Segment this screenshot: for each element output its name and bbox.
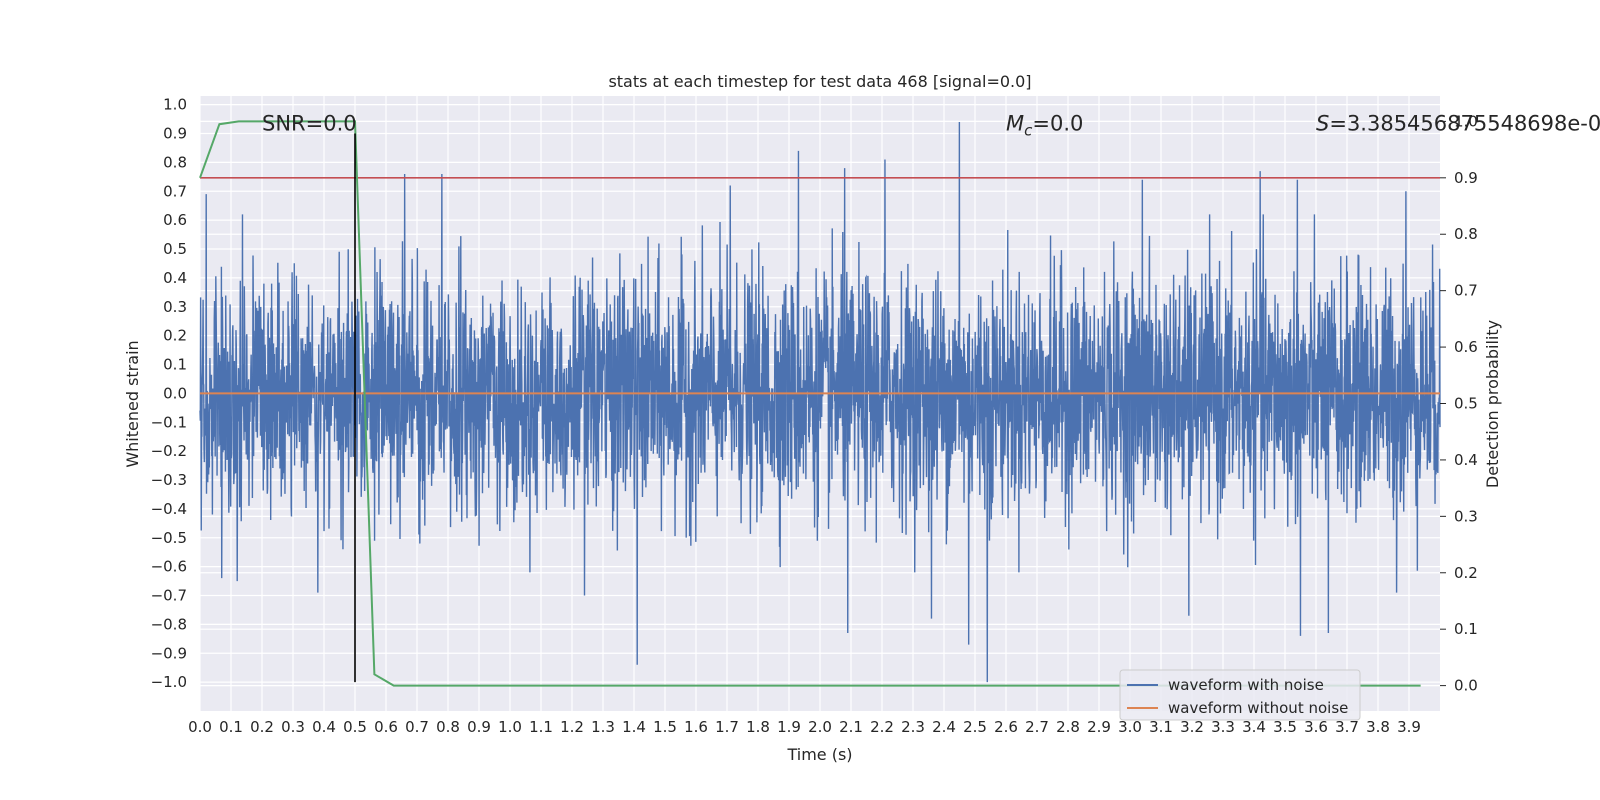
tick-labels: 0.0 0.1 0.2 0.3 0.4 0.5 0.6 0.7 0.8 0.9 1.0 1.1 1.2 1… — [151, 96, 1478, 736]
x-tick-label: 3.5 — [1273, 718, 1297, 736]
y2-tick-label: 0.6 — [1454, 338, 1478, 356]
x-tick-label: 1.4 — [622, 718, 646, 736]
y-axis-label: Whitened strain — [123, 340, 142, 467]
y-tick-label: −0.3 — [151, 471, 187, 489]
x-tick-label: 3.2 — [1180, 718, 1204, 736]
x-tick-label: 0.9 — [467, 718, 491, 736]
y-tick-label: 0.7 — [163, 182, 187, 200]
y-tick-label: −0.8 — [151, 615, 187, 633]
x-tick-label: 1.3 — [591, 718, 615, 736]
x-tick-label: 0.4 — [312, 718, 336, 736]
legend-label: waveform with noise — [1168, 676, 1324, 694]
x-tick-label: 0.3 — [281, 718, 305, 736]
series-detection-probability — [199, 120, 1421, 687]
legend: waveform with noise waveform without nois… — [1119, 669, 1361, 721]
x-axis-label: Time (s) — [786, 745, 852, 764]
y-tick-label: 0.9 — [163, 125, 187, 143]
x-tick-label: 1.7 — [715, 718, 739, 736]
y2-tick-label: 0.1 — [1454, 620, 1478, 638]
x-tick-label: 2.4 — [932, 718, 956, 736]
x-tick-label: 0.7 — [405, 718, 429, 736]
x-tick-label: 2.5 — [963, 718, 987, 736]
y2-tick-label: 0.5 — [1454, 395, 1478, 413]
x-tick-label: 3.4 — [1242, 718, 1266, 736]
x-tick-label: 0.0 — [188, 718, 212, 736]
x-tick-label: 2.1 — [839, 718, 863, 736]
x-tick-label: 3.3 — [1211, 718, 1235, 736]
y-tick-label: 0.4 — [163, 269, 187, 287]
y2-tick-label: 0.0 — [1454, 677, 1478, 695]
y2-tick-label: 1.0 — [1454, 112, 1478, 130]
x-tick-label: 3.0 — [1118, 718, 1142, 736]
x-tick-label: 0.6 — [374, 718, 398, 736]
data-layer — [199, 120, 1441, 687]
legend-box — [1119, 669, 1361, 721]
y2-tick-label: 0.3 — [1454, 507, 1478, 525]
y-tick-label: −0.6 — [151, 558, 187, 576]
y-tick-label: 0.1 — [163, 356, 187, 374]
y-tick-label: −0.4 — [151, 500, 187, 518]
y-tick-label: 1.0 — [163, 96, 187, 114]
annotation-s-value: S=3.385456875548698e-0 — [1316, 112, 1600, 136]
x-tick-label: 2.2 — [870, 718, 894, 736]
annotation-chirp-mass: Mc=0.0 — [1006, 112, 1083, 140]
y2-tick-label: 0.4 — [1454, 451, 1478, 469]
legend-label: waveform without noise — [1168, 699, 1348, 717]
x-tick-label: 2.0 — [808, 718, 832, 736]
y-tick-label: 0.2 — [163, 327, 187, 345]
y-tick-label: −0.5 — [151, 529, 187, 547]
y-tick-label: −0.1 — [151, 413, 187, 431]
x-tick-label: 0.1 — [219, 718, 243, 736]
y-tick-label: 0.0 — [163, 384, 187, 402]
x-tick-label: 0.2 — [250, 718, 274, 736]
y-tick-label: 0.3 — [163, 298, 187, 316]
annotations: SNR=0.0 Mc=0.0 S=3.385456875548698e-0 — [262, 112, 1600, 140]
x-tick-label: 0.8 — [436, 718, 460, 736]
chart-title: stats at each timestep for test data 468… — [608, 72, 1031, 91]
y-tick-label: 0.6 — [163, 211, 187, 229]
y-tick-label: −0.7 — [151, 587, 187, 605]
x-tick-label: 2.7 — [1025, 718, 1049, 736]
x-tick-label: 1.9 — [777, 718, 801, 736]
y2-axis-label: Detection probability — [1483, 320, 1502, 488]
y2-tick-label: 0.7 — [1454, 282, 1478, 300]
x-tick-label: 1.5 — [653, 718, 677, 736]
x-tick-label: 2.6 — [994, 718, 1018, 736]
y-tick-label: 0.8 — [163, 153, 187, 171]
x-tick-label: 1.0 — [498, 718, 522, 736]
x-tick-label: 1.2 — [560, 718, 584, 736]
x-tick-label: 1.8 — [746, 718, 770, 736]
x-tick-label: 3.6 — [1304, 718, 1328, 736]
x-tick-label: 3.8 — [1366, 718, 1390, 736]
series-waveform-with-noise — [199, 121, 1441, 683]
y-tick-label: 0.5 — [163, 240, 187, 258]
x-tick-label: 1.6 — [684, 718, 708, 736]
x-tick-label: 3.9 — [1397, 718, 1421, 736]
x-tick-label: 1.1 — [529, 718, 553, 736]
y-tick-label: −1.0 — [151, 673, 187, 691]
y-tick-label: −0.9 — [151, 644, 187, 662]
x-tick-label: 2.3 — [901, 718, 925, 736]
y2-tick-label: 0.9 — [1454, 169, 1478, 187]
x-tick-label: 2.9 — [1087, 718, 1111, 736]
y-tick-label: −0.2 — [151, 442, 187, 460]
y2-tick-label: 0.2 — [1454, 564, 1478, 582]
x-tick-label: 3.1 — [1149, 718, 1173, 736]
y2-tick-label: 0.8 — [1454, 225, 1478, 243]
x-tick-label: 3.7 — [1335, 718, 1359, 736]
x-tick-label: 2.8 — [1056, 718, 1080, 736]
x-tick-label: 0.5 — [343, 718, 367, 736]
annotation-snr: SNR=0.0 — [262, 112, 357, 136]
